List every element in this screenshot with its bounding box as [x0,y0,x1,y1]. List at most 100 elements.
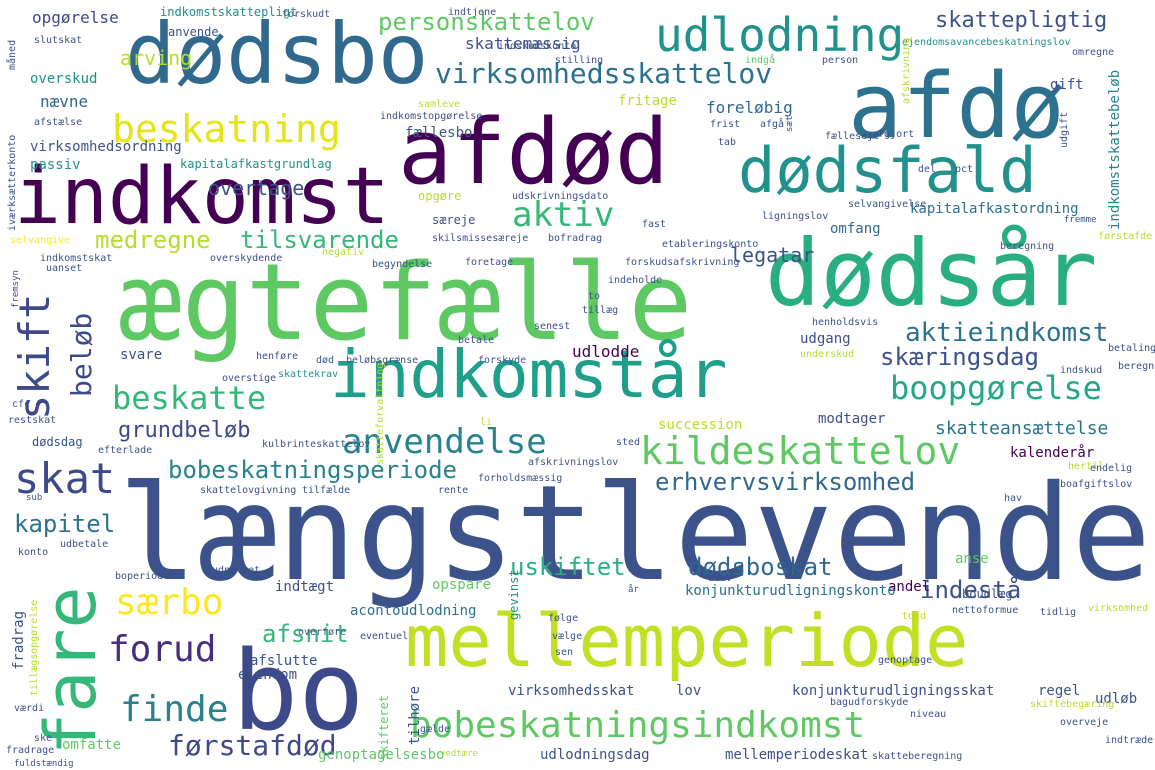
word: konjunkturudligningsskat [792,683,995,699]
word: forskyde [478,355,527,366]
word: frist [710,119,741,130]
word: gift [1050,77,1084,93]
word: indkomst [14,152,390,242]
word: indskud [1060,365,1103,376]
word: omfang [830,221,881,237]
word: skattemæssig [465,34,581,53]
word: drev [708,573,733,584]
word: indestå [920,576,1022,604]
word: fælleseje [825,131,880,142]
word: opgøre [418,189,462,203]
word: efterlade [98,445,153,456]
word: indkomstår [330,336,728,413]
word: indkomstskattepligt [160,5,298,19]
word: tidlig [1040,607,1077,618]
word: senest [534,321,571,332]
word: kapitel [14,510,116,538]
word: henholdsvis [812,317,879,328]
word: samleve [418,99,461,110]
word: boopgørelse [890,369,1102,407]
word: afdød [398,100,669,205]
word: genoptagelsesbo [318,747,445,763]
word: tilfælde [302,485,351,496]
word: nå [790,561,803,572]
word: dødsbo [125,5,429,103]
word: mellemperiode [405,599,969,683]
word: ejendomsavancebeskatningslov [902,37,1071,48]
word: skattelovgivning [200,485,297,496]
word: foreløbig [706,98,793,117]
word: fremsyn [11,270,21,308]
word: boperiode [115,571,170,582]
word: underskud [800,349,855,360]
word: udløb [1095,691,1138,707]
word: genoptage [878,655,933,666]
word: indskudskonto [498,41,577,52]
word: selvangivelse [848,199,927,210]
word: aktieindkomst [905,318,1109,348]
word: skatteansættelse [935,418,1109,439]
word: li [480,417,493,428]
word: betale [458,335,495,346]
word: grundbeløb [118,418,251,443]
word: udlodningsdag [540,747,650,763]
word: skifteret [377,694,391,760]
word: skæringsdag [880,343,1039,371]
word: år [628,585,639,595]
word: stilling [555,55,604,66]
word: følge [548,613,579,624]
word: udgang [800,331,851,347]
word: ægtefælle [118,241,693,364]
word: skat [14,454,116,503]
word: bagudforskyde [830,697,909,708]
word: vedtære [440,749,478,759]
word: finde [120,689,229,730]
word: selvangive [10,235,71,246]
word: indtræde [1105,735,1154,746]
word: tillægsopgørelse [29,599,40,696]
word: to [588,291,601,302]
word: acontoudlodning [350,603,477,619]
word: forskudsafskrivning [625,257,740,268]
word: bobeskatningsperiode [168,456,457,484]
word: udgift [1059,111,1070,148]
word: iværksætterkonto [7,134,18,231]
word: konto [18,547,49,558]
word: virksomhed [1088,603,1149,614]
word: endelig [1090,463,1133,474]
word: afgjort [872,129,915,140]
word: skattekrav [278,369,339,380]
word: sted [616,437,641,448]
word: overveje [1060,717,1109,728]
word: henføre [256,351,299,362]
word: indeholde [608,275,663,286]
word: modtager [818,411,886,427]
word: anvende [168,25,219,39]
word: beregning [1000,241,1055,252]
word: virksomhedsskattelov [435,57,773,90]
word: boafgiftslov [1060,479,1133,490]
word: skattepligtig [935,8,1108,33]
word: skatteforvaltning [375,362,386,465]
word: bobeskatningsindkomst [410,705,866,746]
word: fremme [1064,215,1097,225]
word: gælde [420,724,451,735]
word: begyndelse [372,259,433,270]
word: overskud [30,71,98,87]
word: værdi [14,703,45,714]
word: fællesbo [405,125,473,141]
word: førstafdød [168,729,337,762]
word: anvendelse [342,422,547,462]
word: personskattelov [378,8,595,36]
word: kapitalafkastordning [910,201,1079,217]
word: afstælse [34,117,83,128]
word: bofradrag [548,233,603,244]
word: skiftebegæring [1030,699,1115,710]
word: vælge [552,631,583,642]
word: indgå [745,55,776,66]
word: regel [1038,683,1081,699]
word: hav [1004,493,1023,504]
word: svare [120,347,163,363]
word: ske [34,733,53,744]
word: tab [718,137,737,148]
